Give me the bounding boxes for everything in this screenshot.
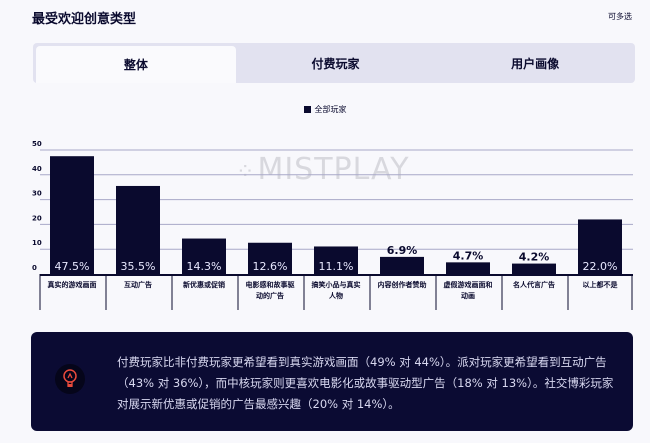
y-tick-label: 30 (32, 190, 42, 198)
x-tick-label: 互动广告 (124, 280, 152, 289)
x-tick-label: 内容创作者赞助 (378, 280, 427, 289)
y-tick-label: 10 (32, 239, 42, 247)
data-label: 47.5% (55, 260, 90, 273)
x-tick-label: 真实的游戏画面 (48, 280, 97, 289)
x-tick-label: 动画 (461, 291, 475, 300)
x-tick-label: 搞笑小品与真实 (312, 280, 361, 289)
data-label: 35.5% (121, 260, 156, 273)
bar (578, 219, 622, 274)
x-tick-label: 电影感和故事驱 (246, 280, 295, 289)
x-tick-label: 名人代言广告 (513, 280, 555, 289)
data-label: 12.6% (253, 260, 288, 273)
data-label: 11.1% (319, 260, 354, 273)
bar (380, 256, 424, 274)
tab-overall[interactable]: 整体 (36, 46, 236, 83)
data-label: 14.3% (187, 260, 222, 273)
bar (50, 156, 94, 274)
data-label: 4.2% (519, 251, 550, 264)
data-label: 22.0% (583, 260, 618, 273)
bar (182, 238, 226, 274)
bar (314, 246, 358, 274)
y-tick-label: 0 (32, 264, 37, 272)
x-tick-label: 以上都不是 (583, 280, 619, 289)
x-tick-label: 虚假游戏画面和 (444, 280, 493, 289)
mistplay-watermark: ⁘ MISTPLAY (236, 152, 410, 187)
multi-select-note: 可多选 (608, 12, 632, 21)
y-tick-label: 50 (32, 140, 42, 148)
bar (248, 242, 292, 274)
legend-swatch (303, 106, 311, 113)
x-tick-label: 动的广告 (256, 291, 284, 300)
data-label: 4.7% (453, 249, 484, 262)
callout-text: 付费玩家比非付费玩家更希望看到真实游戏画面（49% 对 44%）。派对玩家更希望… (117, 355, 614, 411)
bar (116, 185, 160, 274)
legend-label: 全部玩家 (314, 105, 347, 114)
watermark-text: MISTPLAY (257, 152, 410, 187)
tab-user-persona[interactable]: 用户画像 (511, 56, 560, 71)
y-tick-label: 40 (32, 165, 42, 173)
x-tick-label: 人物 (329, 291, 343, 300)
insight-callout: 付费玩家比非付费玩家更希望看到真实游戏画面（49% 对 44%）。派对玩家更希望… (31, 332, 633, 431)
bar (446, 262, 490, 274)
lightbulb-icon (55, 364, 85, 394)
tab-paying-players[interactable]: 付费玩家 (311, 56, 360, 71)
bar-chart: 0 10 20 30 40 50 47.5% 真实的游戏画面 35.5% 互动广告 14.3% 新优惠… (32, 140, 633, 310)
bar (512, 263, 556, 274)
x-tick-label: 新优惠或促销 (183, 280, 225, 289)
data-label: 6.9% (387, 244, 418, 257)
y-tick-label: 20 (32, 214, 42, 222)
chart-legend: 全部玩家 (0, 104, 650, 115)
tab-bar: 整体 付费玩家 用户画像 (33, 43, 635, 83)
page-title: 最受欢迎创意类型 (32, 12, 137, 27)
